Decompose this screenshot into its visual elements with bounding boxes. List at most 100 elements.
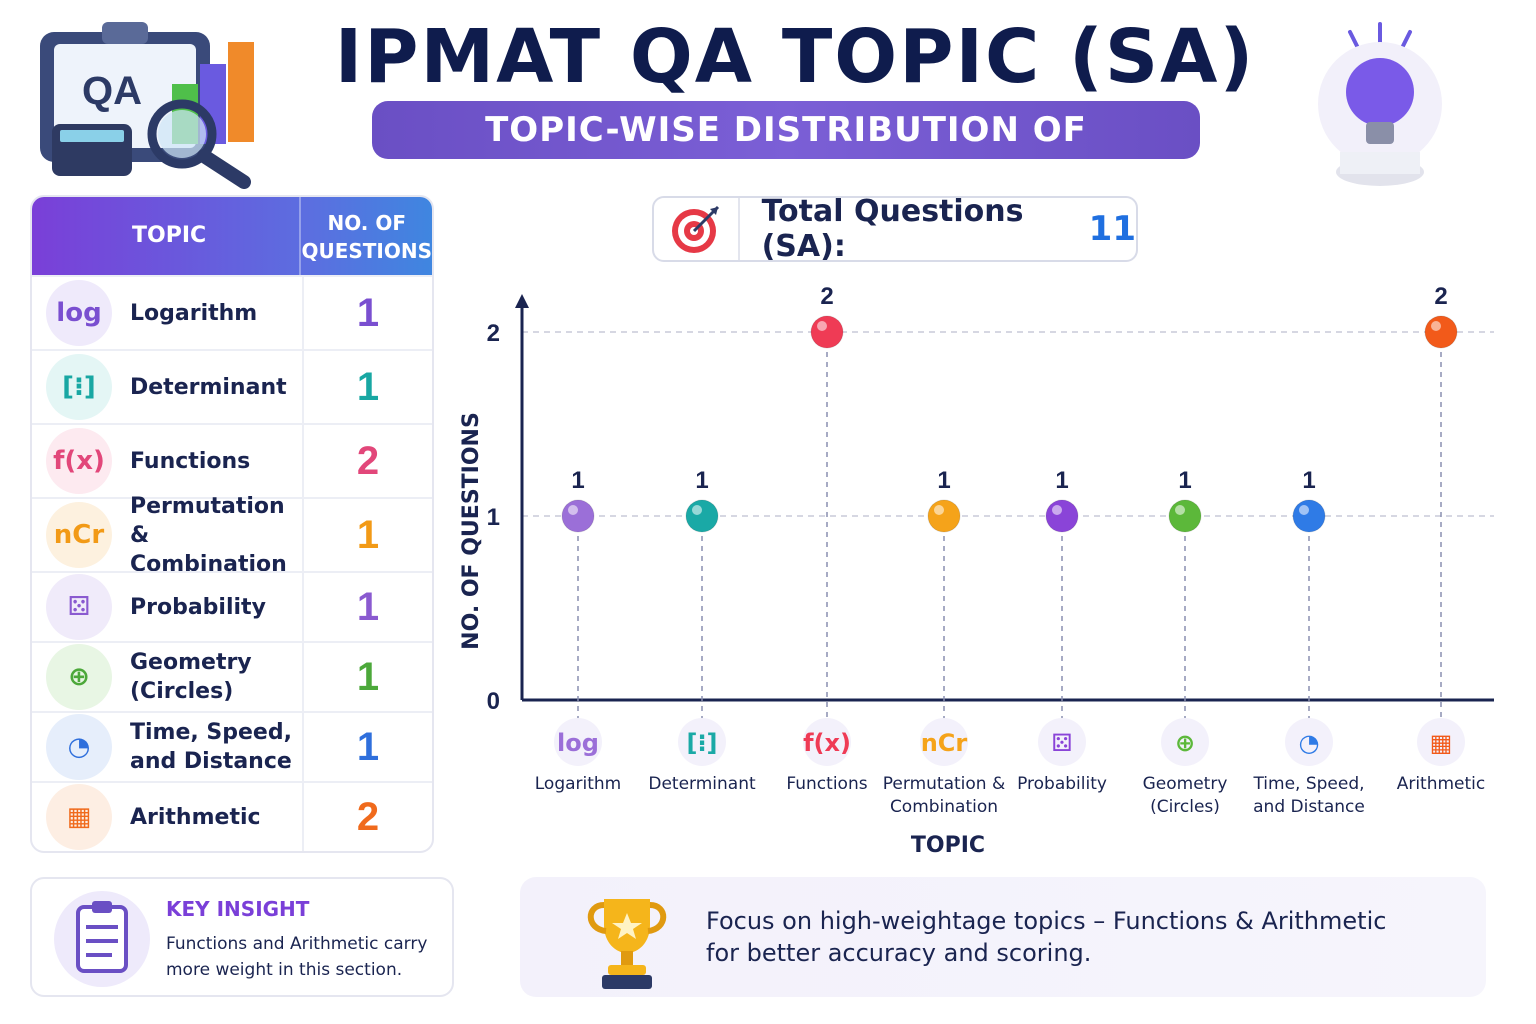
data-label: 1 [695, 467, 708, 494]
data-point-highlight [1299, 505, 1309, 515]
topic-cell: ▦ Arithmetic [32, 783, 304, 851]
category-icon: f(x) [803, 729, 851, 757]
page-subtitle: TOPIC-WISE DISTRIBUTION OF QUESTIONS [372, 101, 1200, 208]
category-icon-bg [1038, 718, 1086, 766]
topic-name: Probability [130, 593, 266, 622]
topic-cell: log Logarithm [32, 277, 304, 349]
page-title: IPMAT QA TOPIC (SA) [334, 14, 1256, 100]
topic-cell: f(x) Functions [32, 425, 304, 497]
category-icon: [⁝] [686, 729, 717, 757]
y-axis-arrow [515, 294, 529, 308]
topic-name-line1: Functions [130, 448, 251, 474]
x-tick-label: Functions [786, 774, 867, 794]
data-label: 1 [1055, 467, 1068, 494]
question-count: 1 [356, 654, 380, 699]
category-icon-bg [1161, 718, 1209, 766]
insight-text: Functions and Arithmetic carry more weig… [166, 934, 428, 980]
category-icon-bg [920, 718, 968, 766]
insight-title: KEY INSIGHT [166, 897, 310, 921]
trophy-icon [572, 885, 682, 995]
target-icon [654, 198, 740, 260]
table-row: log Logarithm 1 [32, 275, 432, 349]
data-point [1424, 315, 1458, 349]
topic-cell: [⁝] Determinant [32, 351, 304, 423]
lightbulb-icon [1310, 22, 1450, 192]
topic-cell: ◔ Time, Speed, and Distance [32, 713, 304, 781]
topic-name: Permutation & Combination [130, 492, 302, 579]
topic-name: Determinant [130, 373, 287, 402]
question-count: 1 [356, 584, 380, 629]
table-body: log Logarithm 1 [⁝] Determinant 1 f(x) Function… [32, 275, 432, 851]
data-point-highlight [1175, 505, 1185, 515]
category-icon: ⊕ [1175, 729, 1195, 757]
data-label: 1 [1178, 467, 1191, 494]
topic-name-line1: Permutation & [130, 493, 285, 548]
key-insight-card: KEY INSIGHT Functions and Arithmetic car… [30, 877, 454, 997]
data-point [685, 499, 719, 533]
x-tick-label: Arithmetic [1397, 774, 1486, 794]
x-tick-label-line2: and Distance [1253, 797, 1365, 817]
x-tick-label: Determinant [648, 774, 756, 794]
category-icon: log [557, 729, 599, 757]
category-icon: ⚄ [1052, 729, 1073, 757]
topic-name-line1: Geometry (Circles) [130, 650, 252, 704]
data-point [561, 499, 595, 533]
table-row: ▦ Arithmetic 2 [32, 781, 432, 851]
category-icon-bg [1417, 718, 1465, 766]
table-row: nCr Permutation & Combination 1 [32, 494, 432, 577]
category-icon: ▦ [1430, 729, 1453, 757]
question-count: 1 [356, 290, 380, 335]
focus-text: Focus on high-weightage topics – Functio… [706, 907, 1387, 967]
data-label: 1 [1302, 467, 1315, 494]
category-icon: ◔ [1299, 729, 1320, 757]
question-count: 2 [356, 438, 380, 483]
dice-icon: ⚄ [46, 574, 112, 640]
data-point-highlight [934, 505, 944, 515]
data-point-highlight [568, 505, 578, 515]
x-tick-label: Geometry [1143, 774, 1228, 794]
data-point-highlight [692, 505, 702, 515]
qa-analytics-logo: QA [32, 14, 272, 189]
table-row: [⁝] Determinant 1 [32, 349, 432, 423]
category-icon-bg [554, 718, 602, 766]
table-row: ◔ Time, Speed, and Distance 1 [32, 711, 432, 781]
data-point [1045, 499, 1079, 533]
data-point-highlight [1431, 321, 1441, 331]
topic-name: Arithmetic [130, 803, 261, 832]
data-label: 1 [937, 467, 950, 494]
table-row: f(x) Functions 2 [32, 423, 432, 497]
table-row: ⊕ Geometry (Circles) 1 [32, 641, 432, 711]
topic-name-line1: Determinant [130, 374, 287, 400]
topic-name-line1: Arithmetic [130, 804, 261, 830]
category-icon-bg [803, 718, 851, 766]
col-count-header-line2: QUESTIONS [301, 239, 432, 263]
question-count: 1 [356, 364, 380, 409]
speedometer-icon: ◔ [46, 714, 112, 780]
data-label: 2 [820, 283, 833, 310]
y-tick-label: 1 [487, 504, 500, 531]
topic-name-line1: Time, Speed, [130, 720, 292, 745]
data-point [810, 315, 844, 349]
topic-name: Time, Speed, and Distance [130, 718, 292, 776]
category-icon-bg [678, 718, 726, 766]
col-count-header-line1: NO. OF [327, 211, 406, 235]
col-count-header: NO. OF QUESTIONS [301, 197, 432, 275]
data-point [1292, 499, 1326, 533]
y-tick-label: 0 [487, 688, 500, 715]
topic-cell: nCr Permutation & Combination [32, 494, 304, 577]
x-tick-label: Logarithm [535, 774, 622, 794]
x-tick-label: Probability [1017, 774, 1107, 794]
total-value: 11 [1088, 209, 1136, 249]
question-count: 2 [356, 794, 380, 839]
clipboard-chart-icon: QA [40, 22, 254, 189]
topic-cell: ⊕ Geometry (Circles) [32, 643, 304, 711]
x-tick-label-line2: (Circles) [1150, 797, 1220, 817]
calculator-icon: ▦ [46, 784, 112, 850]
total-label: Total Questions (SA): [761, 194, 1024, 264]
col-topic-header: TOPIC [32, 197, 302, 275]
topic-distribution-chart: 0 1 2 NO. OF QUESTIONS TOPIC 1 log Logarithm 1 [⁝… [459, 283, 1494, 858]
x-tick-label: Time, Speed, [1252, 774, 1364, 794]
topic-name: Logarithm [130, 299, 257, 328]
data-point-highlight [1052, 505, 1062, 515]
matrix-icon: [⁝] [46, 354, 112, 420]
